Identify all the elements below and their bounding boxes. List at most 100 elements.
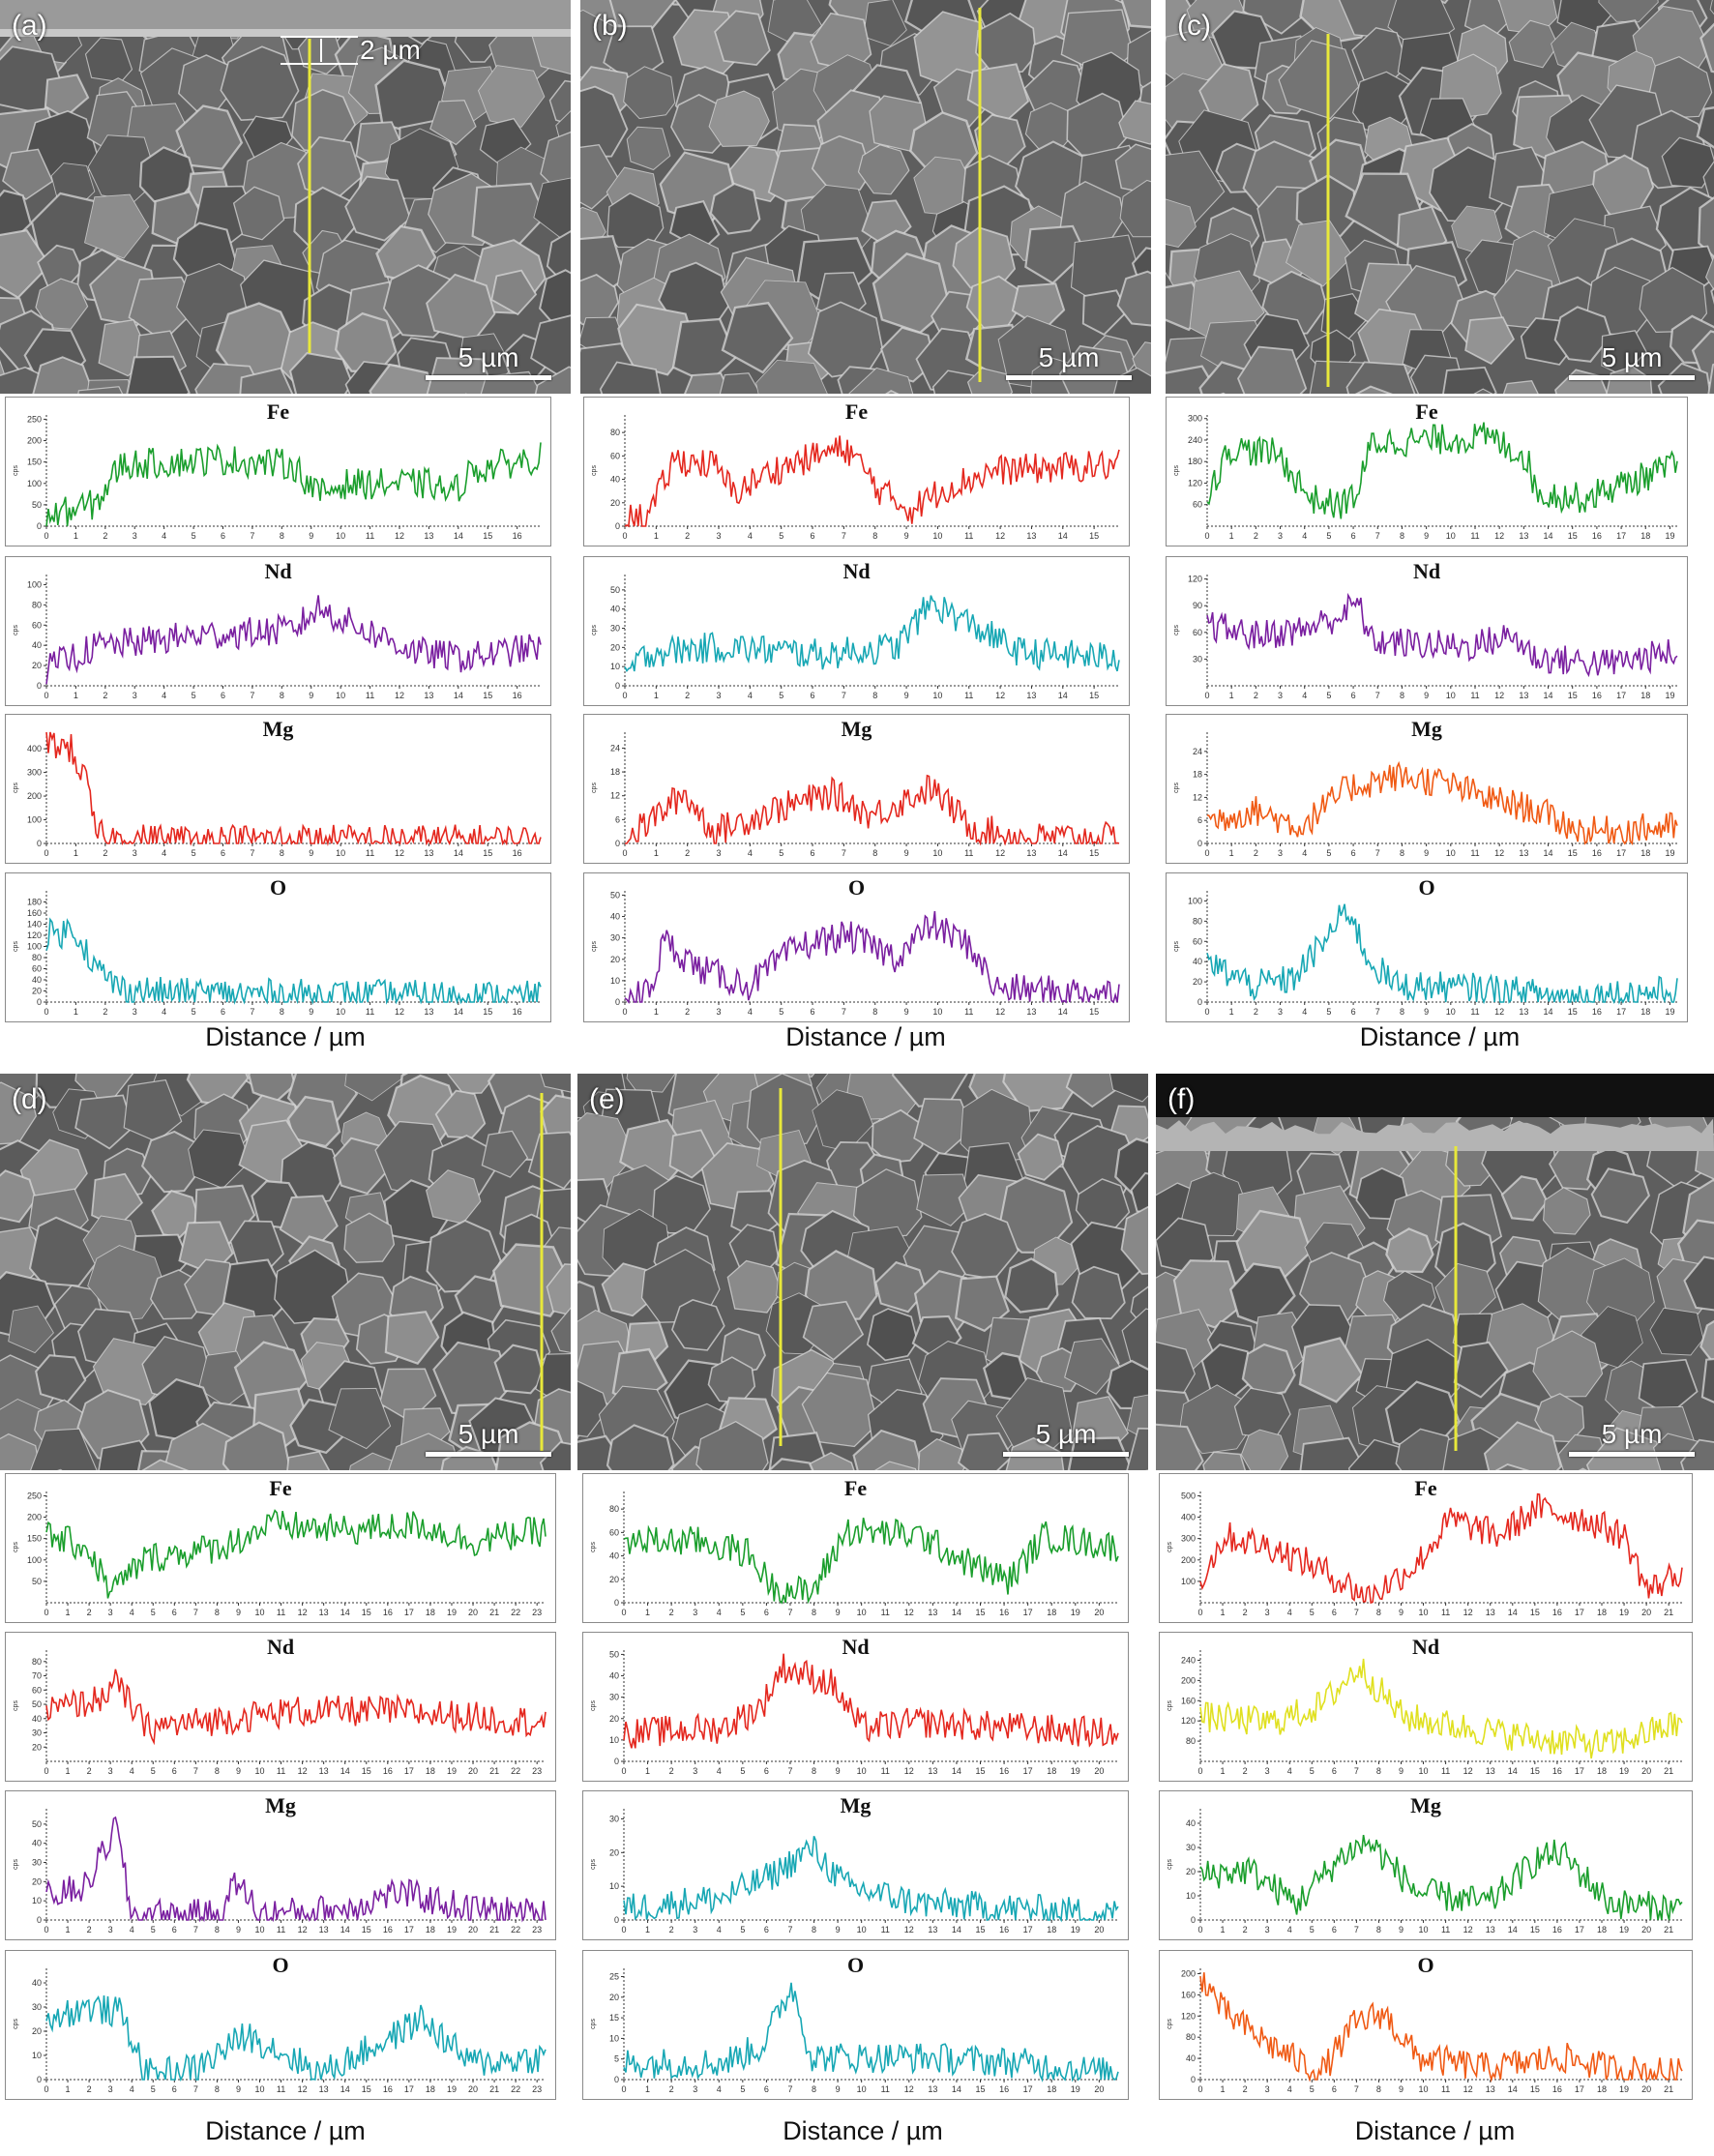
x-tick-label: 13 xyxy=(1026,848,1036,858)
y-tick-label: 20 xyxy=(610,642,620,652)
x-tick-label: 7 xyxy=(1354,1608,1359,1617)
x-tick-label: 1 xyxy=(645,1608,650,1617)
y-tick-label: 200 xyxy=(1181,1968,1196,1978)
line-scan-e-fe: Fe cps 0 20 40 60 80 0 1 2 3 4 5 6 7 8 9 10 11 12 13 14 15 16 17… xyxy=(582,1473,1129,1623)
x-tick-label: 14 xyxy=(454,531,463,541)
x-tick-label: 20 xyxy=(1641,1925,1651,1934)
x-axis-caption-c: Distance / µm xyxy=(1359,1022,1521,1051)
y-tick-label: 10 xyxy=(1186,1891,1196,1901)
y-tick-label: 20 xyxy=(609,1993,619,2002)
x-tick-label: 3 xyxy=(1265,2084,1270,2094)
x-tick-label: 9 xyxy=(309,848,313,858)
x-tick-label: 0 xyxy=(622,848,627,858)
element-label: O xyxy=(847,875,866,900)
scale-bar-label: 5 µm xyxy=(1601,1419,1663,1449)
x-tick-label: 4 xyxy=(130,1608,134,1617)
x-tick-label: 16 xyxy=(383,1925,393,1934)
x-tick-label: 8 xyxy=(812,1925,816,1934)
y-tick-label: 6 xyxy=(1197,815,1202,825)
panel-label-a: (a) xyxy=(12,10,47,42)
y-tick-label: 0 xyxy=(614,1915,619,1925)
x-tick-label: 19 xyxy=(1071,1766,1080,1776)
x-tick-label: 0 xyxy=(44,1925,48,1934)
y-unit-label: cps xyxy=(1167,1542,1173,1552)
x-tick-label: 13 xyxy=(424,691,433,700)
y-tick-label: 200 xyxy=(1181,1675,1196,1685)
x-tick-label: 16 xyxy=(513,848,522,858)
x-tick-label: 5 xyxy=(151,1925,156,1934)
x-tick-label: 19 xyxy=(1665,848,1674,858)
x-tick-label: 0 xyxy=(1204,531,1209,541)
x-tick-label: 3 xyxy=(1265,1925,1270,1934)
x-tick-label: 12 xyxy=(298,2084,308,2094)
panel-label-b: (b) xyxy=(592,10,628,42)
x-tick-label: 17 xyxy=(1575,1766,1584,1776)
x-tick-label: 5 xyxy=(192,1007,196,1017)
x-tick-label: 9 xyxy=(836,1608,841,1617)
x-tick-label: 1 xyxy=(1229,848,1234,858)
y-tick-label: 20 xyxy=(32,1876,42,1886)
x-tick-label: 20 xyxy=(468,1925,478,1934)
x-tick-label: 20 xyxy=(468,2084,478,2094)
y-tick-label: 40 xyxy=(609,1671,619,1681)
x-tick-label: 10 xyxy=(857,1608,867,1617)
x-tick-label: 12 xyxy=(1463,1608,1473,1617)
y-unit-label: cps xyxy=(1173,465,1180,476)
trace-mg xyxy=(1206,760,1678,846)
x-tick-label: 17 xyxy=(1616,848,1626,858)
x-tick-label: 1 xyxy=(1221,1766,1226,1776)
x-tick-label: 14 xyxy=(952,1766,961,1776)
x-tick-label: 15 xyxy=(1568,531,1578,541)
x-tick-label: 5 xyxy=(192,691,196,700)
y-tick-label: 30 xyxy=(32,2002,42,2012)
x-tick-label: 11 xyxy=(1441,1925,1450,1934)
line-scan-a-fe: Fe cps 0 50 100 150 200 250 0 1 2 3 4 5 6 7 8 9 10 11 12 13 14… xyxy=(5,397,551,546)
x-tick-label: 6 xyxy=(811,848,815,858)
x-tick-label: 9 xyxy=(836,1766,841,1776)
element-label: Fe xyxy=(266,399,290,424)
x-tick-label: 15 xyxy=(976,1608,986,1617)
x-tick-label: 7 xyxy=(193,1925,198,1934)
x-tick-label: 6 xyxy=(172,1766,177,1776)
x-tick-label: 16 xyxy=(1552,1925,1562,1934)
x-tick-label: 13 xyxy=(1519,531,1528,541)
x-tick-label: 13 xyxy=(424,531,433,541)
x-tick-label: 10 xyxy=(1419,1766,1429,1776)
x-tick-label: 20 xyxy=(1094,1925,1104,1934)
x-tick-label: 17 xyxy=(1023,1925,1033,1934)
x-tick-label: 5 xyxy=(779,531,783,541)
y-tick-label: 100 xyxy=(1188,896,1202,905)
y-tick-label: 60 xyxy=(32,1685,42,1695)
sem-texture-d xyxy=(0,1074,571,1470)
x-tick-label: 2 xyxy=(1254,691,1258,700)
y-tick-label: 40 xyxy=(32,640,42,650)
x-tick-label: 10 xyxy=(1446,691,1456,700)
x-tick-label: 13 xyxy=(928,1766,937,1776)
y-unit-label: cps xyxy=(1167,1700,1173,1711)
x-tick-label: 12 xyxy=(995,848,1005,858)
x-tick-label: 1 xyxy=(1229,1007,1234,1017)
x-tick-label: 3 xyxy=(1278,848,1283,858)
y-tick-label: 50 xyxy=(32,1577,42,1586)
x-tick-label: 16 xyxy=(999,1608,1009,1617)
x-tick-label: 8 xyxy=(1400,691,1404,700)
x-tick-label: 1 xyxy=(645,1925,650,1934)
x-tick-label: 16 xyxy=(1592,848,1602,858)
trace-o xyxy=(45,1995,547,2082)
y-tick-label: 0 xyxy=(37,521,42,531)
x-tick-label: 1 xyxy=(654,531,659,541)
x-tick-label: 3 xyxy=(693,1925,697,1934)
x-tick-label: 17 xyxy=(1616,1007,1626,1017)
x-tick-label: 12 xyxy=(1494,848,1504,858)
x-tick-label: 13 xyxy=(319,1925,329,1934)
x-tick-label: 12 xyxy=(298,1925,308,1934)
y-tick-label: 200 xyxy=(27,791,42,801)
x-tick-label: 2 xyxy=(1254,848,1258,858)
y-tick-label: 0 xyxy=(615,681,620,691)
x-tick-label: 13 xyxy=(928,1608,937,1617)
y-tick-label: 10 xyxy=(609,1735,619,1745)
trace-o xyxy=(623,1982,1119,2082)
